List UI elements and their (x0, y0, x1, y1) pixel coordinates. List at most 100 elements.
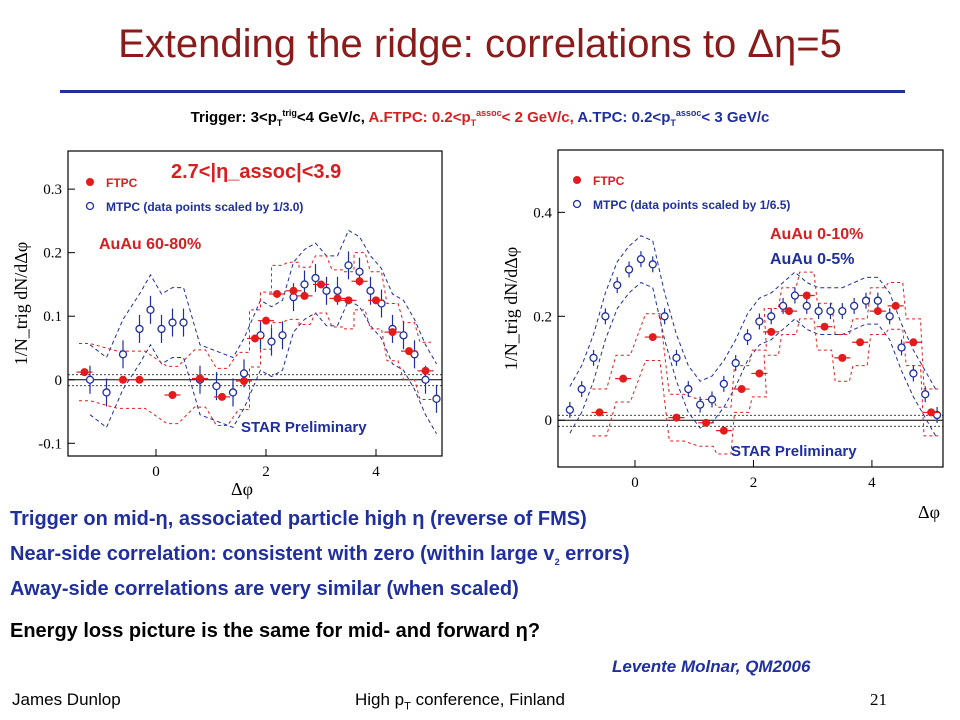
mtpc-point (660, 312, 669, 321)
mtpc-point (802, 301, 811, 311)
trigger-cut: Trigger: 3<pTtrig<4 GeV/c, (190, 108, 365, 128)
ftpc-point (317, 280, 325, 289)
ftpc-point (719, 426, 728, 435)
ftpc-point (119, 375, 127, 384)
mtpc-point (267, 337, 276, 346)
mtpc-point (278, 331, 287, 340)
x-axis-label: Δφ (918, 502, 940, 522)
ftpc-point (891, 301, 900, 310)
ftpc-point (196, 374, 204, 383)
citation: Levente Molnar, QM2006 (612, 657, 811, 676)
ftpc-point (909, 338, 918, 347)
legend-mtpc-marker (572, 199, 582, 209)
ftpc-point (648, 333, 657, 342)
mtpc-point (601, 312, 610, 321)
ftpc-point (218, 392, 226, 401)
y-tick-label: 0.2 (43, 246, 62, 262)
ftpc-point (80, 368, 89, 377)
mtpc-point (636, 254, 646, 264)
legend-mtpc-label: MTPC (data points scaled by 1/6.5) (593, 198, 790, 212)
x-tick-label: 0 (631, 475, 639, 491)
ftpc-point (135, 375, 144, 384)
ftpc-point (802, 291, 811, 300)
x-tick-label: 0 (152, 464, 160, 480)
ftpc-point (785, 307, 793, 316)
mtpc-point (767, 312, 776, 321)
ftpc-point (388, 328, 397, 337)
eta-range-label: 2.7<|η_assoc|<3.9 (171, 161, 341, 183)
trigger-conditions: Trigger: 3<pTtrig<4 GeV/c, A.FTPC: 0.2<p… (0, 108, 960, 128)
x-tick-label: 4 (868, 475, 876, 491)
mtpc-point (719, 379, 728, 389)
centrality-label-ftpc: AuAu 0-10% (770, 226, 863, 243)
centrality-label-mtpc: AuAu 0-5% (770, 251, 854, 268)
mtpc-point (135, 324, 144, 334)
mtpc-point (613, 280, 622, 290)
mtpc-point (790, 291, 800, 300)
ftpc-point (856, 338, 865, 347)
y-tick-label: 0.3 (43, 182, 62, 198)
ftpc-point (289, 286, 298, 295)
ftpc-point (820, 322, 829, 331)
ftpc-point (273, 289, 281, 298)
ftpc-syst-lower (79, 309, 431, 426)
mtpc-point (743, 332, 752, 342)
ftpc-point (372, 296, 380, 305)
mtpc-point (838, 306, 847, 316)
x-tick-label: 2 (262, 464, 270, 480)
ftpc-point (405, 347, 413, 356)
mtpc-syst-lower (569, 281, 938, 439)
mtpc-syst-lower (89, 299, 437, 435)
ftpc-point (300, 291, 309, 300)
mtpc-point (909, 369, 918, 378)
mtpc-point (648, 260, 657, 269)
mtpc-point (118, 350, 128, 359)
mtpc-point (322, 286, 331, 295)
mtpc-point (399, 331, 408, 340)
plot-frame (67, 150, 443, 457)
legend-ftpc-marker (86, 178, 94, 186)
ftpc-syst-upper (79, 252, 431, 369)
ftpc-point (262, 316, 270, 325)
mtpc-point (873, 296, 882, 305)
centrality-label: AuAu 60-80% (99, 236, 201, 253)
footer-conference: High pT conference, Finland (355, 690, 565, 713)
mtpc-point (684, 384, 693, 394)
mtpc-point (897, 343, 906, 352)
ftpc-point (737, 385, 746, 394)
legend-mtpc-label: MTPC (data points scaled by 1/3.0) (106, 200, 303, 214)
bullet-4: Energy loss picture is the same for mid-… (10, 620, 541, 642)
slide-title: Extending the ridge: correlations to Δη=… (118, 22, 842, 66)
mtpc-point (577, 384, 586, 394)
bullet-2: Near-side correlation: consistent with z… (10, 543, 630, 567)
bullet-1: Trigger on mid-η, associated particle hi… (10, 508, 587, 530)
y-tick-label: 0.2 (533, 309, 552, 325)
ftpc-point (251, 334, 259, 343)
y-tick-label: 0.1 (43, 309, 62, 325)
y-axis-label: 1/N_trig dN/dΔφ (501, 247, 521, 370)
chart-central: 0 0.2 0.4 0 2 4 1/N_trig dN/dΔφ Δφ FTPC MTPC (dat… (501, 149, 944, 522)
mtpc-point (850, 301, 859, 311)
ftpc-syst-upper (592, 271, 939, 408)
ftpc-point (672, 413, 681, 422)
mtpc-point (421, 375, 430, 384)
footer-page-number: 21 (870, 690, 887, 709)
mtpc-point (228, 388, 238, 397)
ftpc-point (168, 391, 177, 399)
mtpc-point (344, 261, 353, 270)
mtpc-point (814, 306, 823, 316)
legend-mtpc-marker (85, 201, 95, 211)
mtpc-point (565, 405, 574, 414)
legend-ftpc-marker (573, 176, 581, 184)
ftpc-point (595, 408, 604, 417)
mtpc-point (696, 400, 705, 409)
mtpc-point (239, 369, 249, 378)
mtpc-point (885, 312, 894, 321)
mtpc-point (102, 388, 111, 397)
mtpc-point (589, 353, 598, 363)
tpc-assoc-cut: A.TPC: 0.2<pTassoc< 3 GeV/c (577, 108, 770, 128)
mtpc-point (707, 395, 717, 404)
mtpc-point (311, 273, 320, 283)
ftpc-syst-lower (592, 318, 939, 455)
bullet-3: Away-side correlations are very similar … (10, 578, 519, 600)
